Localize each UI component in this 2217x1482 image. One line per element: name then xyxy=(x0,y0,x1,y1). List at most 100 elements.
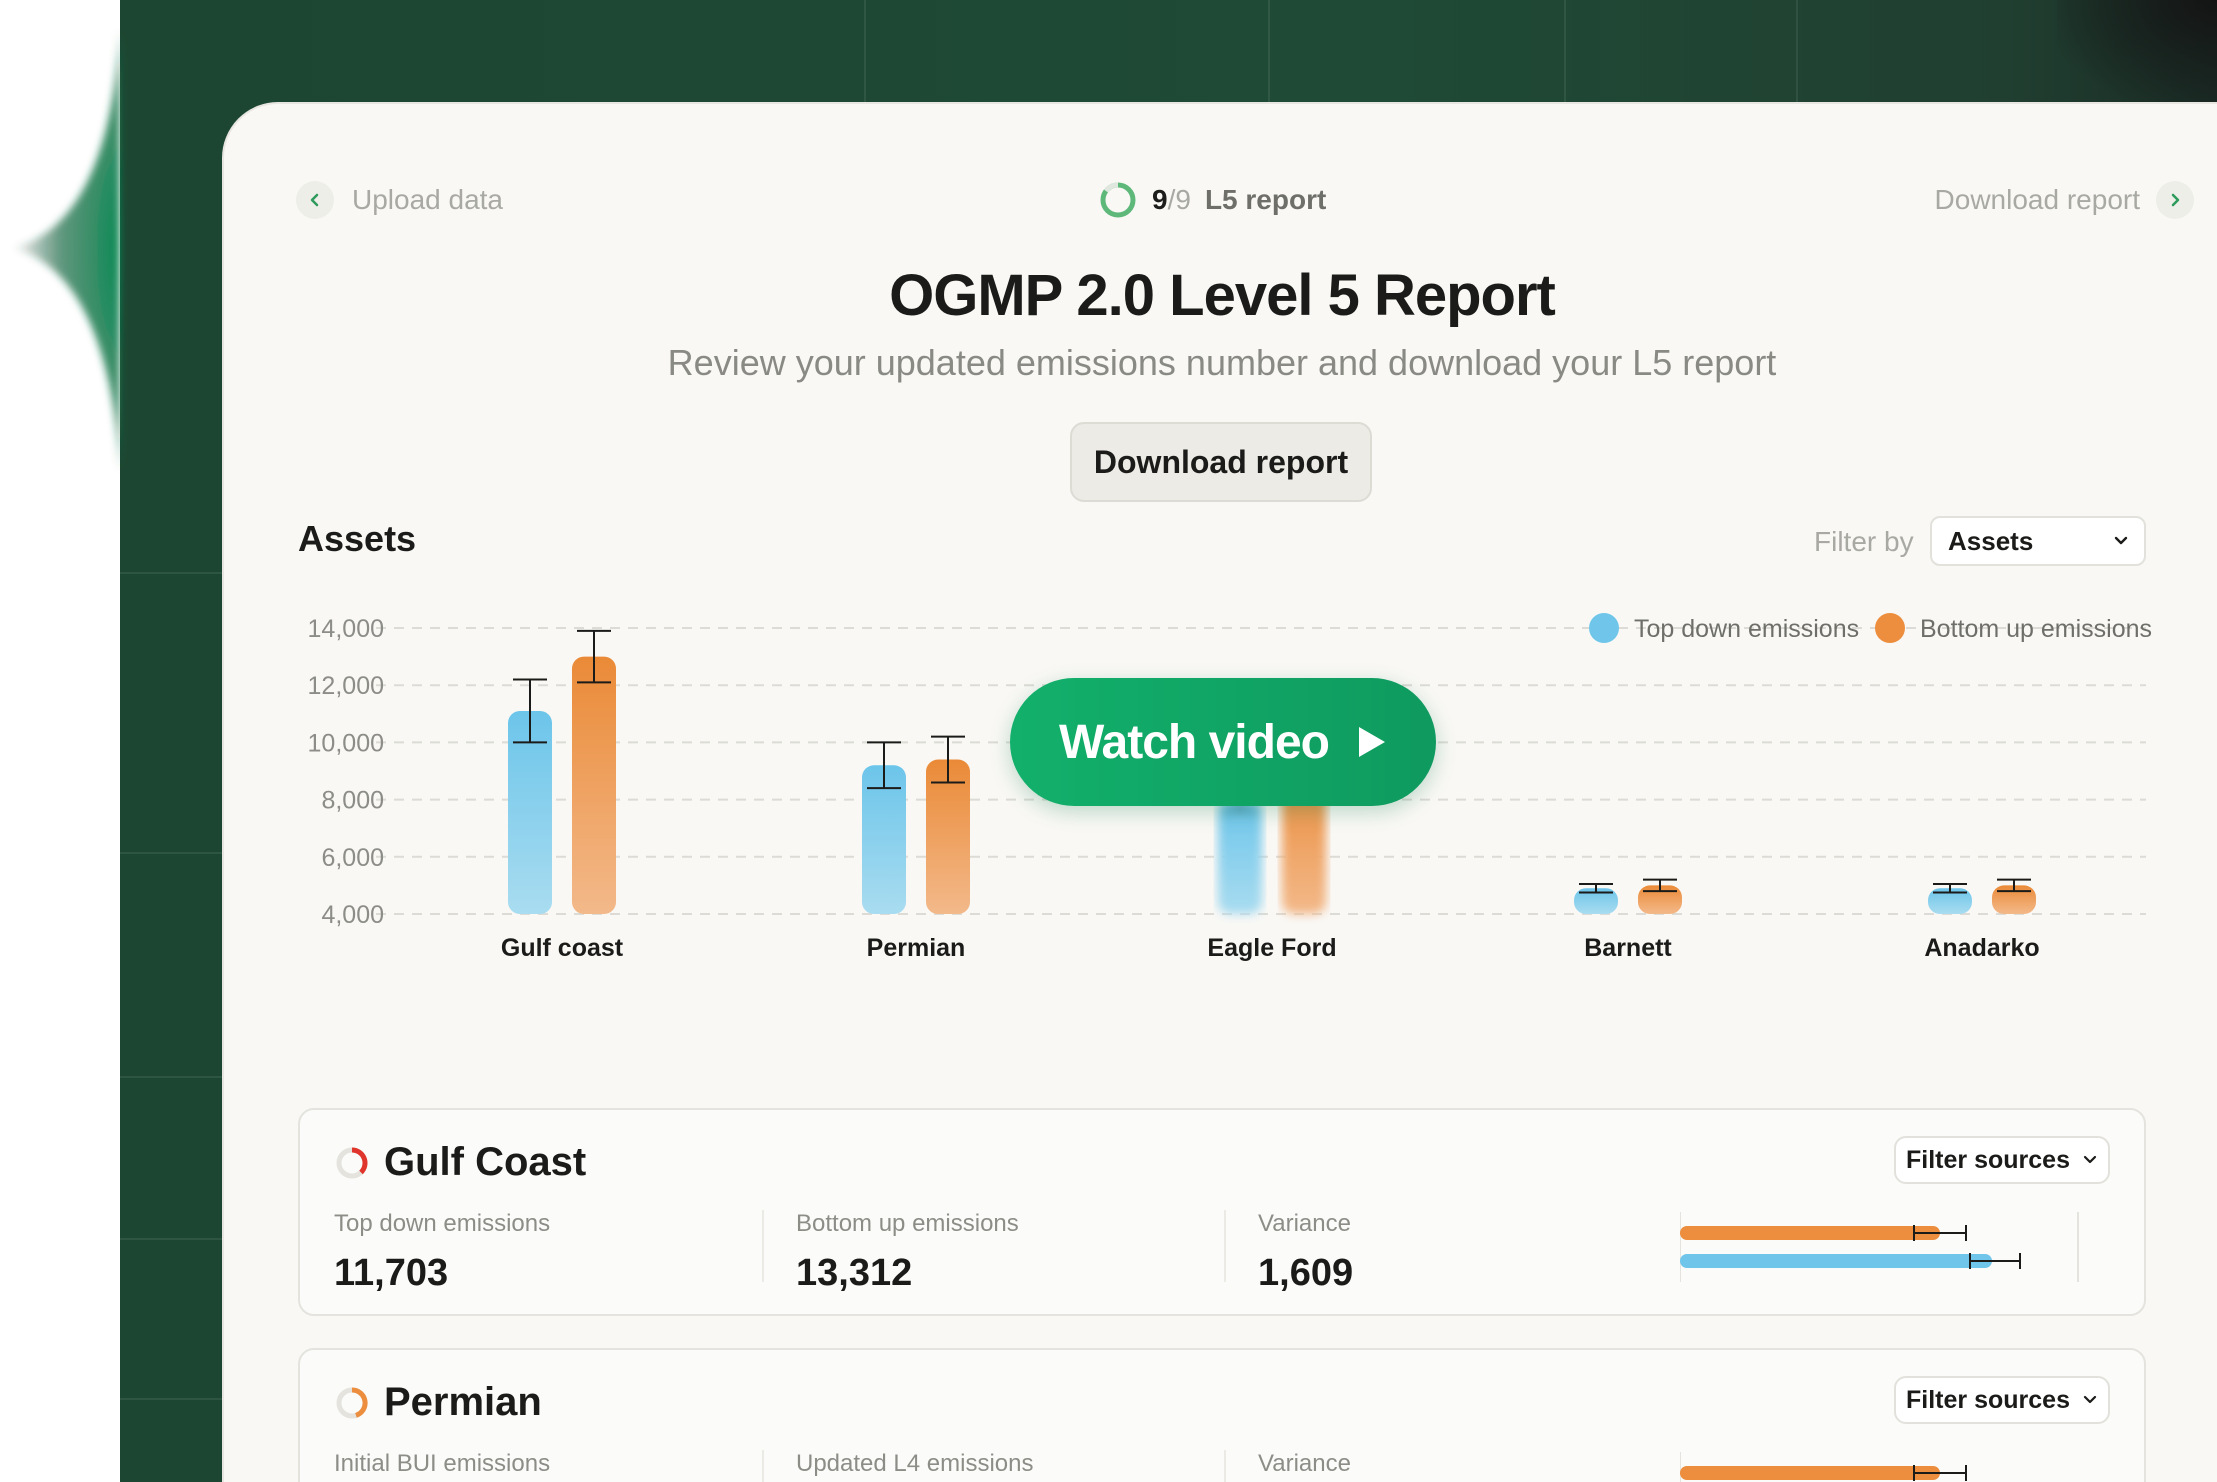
progress-ring-icon xyxy=(336,1146,368,1178)
x-category-label: Barnett xyxy=(1584,934,1672,962)
asset-name: Permian xyxy=(384,1380,542,1424)
error-bar xyxy=(1643,878,1677,893)
filter-sources-label: Filter sources xyxy=(1906,1385,2070,1414)
bottom-up-bar xyxy=(572,656,616,914)
metric-label: Variance xyxy=(1258,1450,1351,1477)
watch-video-button[interactable]: Watch video xyxy=(1010,678,1436,806)
legend-dot-icon xyxy=(1875,613,1905,643)
play-icon xyxy=(1358,727,1385,757)
y-tick-label: 8,000 xyxy=(321,787,384,815)
metric-label: Bottom up emissions xyxy=(796,1210,1019,1237)
assets-heading: Assets xyxy=(298,518,417,559)
metric-label: Updated L4 emissions xyxy=(796,1450,1034,1477)
error-bar xyxy=(867,741,901,790)
report-card: Upload data 9/9 L5 report Download repor… xyxy=(222,102,2217,1482)
ring-arc xyxy=(351,1386,368,1418)
metric-value: 1,609 xyxy=(1258,1252,1354,1294)
metric-variance: Variance 1,609 xyxy=(1258,1210,1353,1295)
upload-data-label: Upload data xyxy=(352,184,504,215)
ring-arc xyxy=(351,1146,368,1174)
mini-error-bar xyxy=(1913,1225,1967,1241)
filter-by-select[interactable]: Assets xyxy=(1930,516,2146,566)
bottom-up-bar-group xyxy=(1992,878,2036,914)
bottom-up-bar xyxy=(1638,885,1682,914)
top-down-bar xyxy=(1574,888,1618,914)
x-category-label: Anadarko xyxy=(1924,934,2039,962)
download-report-nav-label: Download report xyxy=(1934,184,2140,215)
progress-current: 9 xyxy=(1152,184,1168,215)
metric-label: Variance xyxy=(1258,1210,1351,1237)
metric-value: 13,312 xyxy=(796,1252,913,1294)
metric-initial-bui: Initial BUI emissions xyxy=(334,1450,550,1478)
chevron-down-icon xyxy=(2083,1395,2097,1404)
error-bar xyxy=(1997,878,2031,893)
top-down-bar-group xyxy=(508,678,552,914)
legend-label: Top down emissions xyxy=(1634,615,1859,643)
progress-separator: / xyxy=(1167,184,1176,215)
y-tick-label: 12,000 xyxy=(308,672,384,700)
watch-video-label: Watch video xyxy=(1059,715,1330,769)
page-title: OGMP 2.0 Level 5 Report xyxy=(889,263,1556,328)
asset-name: Gulf Coast xyxy=(384,1140,587,1184)
filter-sources-label: Filter sources xyxy=(1906,1145,2070,1174)
top-down-bar-group xyxy=(862,741,906,914)
bottom-up-bar-group xyxy=(1638,878,1682,914)
mini-bar-bottom-up xyxy=(1680,1226,1940,1240)
mini-bar-chart xyxy=(1680,1452,1967,1482)
asset-card-permian: Permian Filter sources Initial BUI emiss… xyxy=(298,1348,2146,1482)
metric-updated-l4: Updated L4 emissions xyxy=(796,1450,1033,1478)
legend-label: Bottom up emissions xyxy=(1920,615,2152,643)
y-tick-label: 10,000 xyxy=(308,729,384,757)
progress-ring-icon xyxy=(1100,182,1136,218)
error-bar xyxy=(577,629,611,684)
sparkle-decoration xyxy=(12,30,120,470)
metric-label: Top down emissions xyxy=(334,1210,551,1237)
metric-label: Initial BUI emissions xyxy=(334,1450,551,1477)
top-down-bar xyxy=(508,710,552,914)
progress-label: L5 report xyxy=(1204,184,1327,215)
top-down-bar-group xyxy=(1218,787,1262,914)
error-bar xyxy=(1933,882,1967,894)
error-bar xyxy=(513,678,547,744)
chevron-left-icon xyxy=(296,181,334,219)
upload-data-link[interactable]: Upload data xyxy=(296,178,503,222)
chevron-down-icon xyxy=(2083,1155,2097,1164)
mini-bar-chart xyxy=(1680,1212,2079,1282)
filter-sources-button[interactable]: Filter sources xyxy=(1894,1376,2110,1424)
metric-value: 11,703 xyxy=(334,1252,449,1294)
mini-error-bar xyxy=(1969,1253,2021,1269)
filter-by-value: Assets xyxy=(1948,525,2034,556)
top-down-bar xyxy=(862,765,906,914)
filter-by-label: Filter by xyxy=(1814,526,1914,557)
bottom-up-bar xyxy=(926,759,970,914)
mini-bar-top-down xyxy=(1680,1254,1992,1268)
error-bar xyxy=(931,735,965,784)
bottom-up-bar-group xyxy=(572,629,616,914)
x-category-label: Gulf coast xyxy=(501,934,624,962)
mini-bar-bottom-up xyxy=(1680,1466,1940,1480)
progress-indicator: 9/9 L5 report xyxy=(1098,178,1326,222)
chevron-down-icon xyxy=(2114,536,2128,545)
metric-variance: Variance xyxy=(1258,1450,1351,1478)
y-tick-label: 14,000 xyxy=(308,615,384,643)
asset-card-gulf-coast: Gulf Coast Filter sources Top down emiss… xyxy=(298,1108,2146,1316)
mini-error-bar xyxy=(1913,1465,1967,1481)
x-category-label: Permian xyxy=(867,934,966,962)
y-tick-label: 6,000 xyxy=(321,844,384,872)
error-bar xyxy=(1579,882,1613,894)
bottom-up-bar xyxy=(1992,885,2036,914)
filter-sources-button[interactable]: Filter sources xyxy=(1894,1136,2110,1184)
progress-ring-icon xyxy=(336,1386,368,1418)
legend-dot-icon xyxy=(1589,613,1619,643)
y-tick-label: 4,000 xyxy=(321,901,384,929)
top-down-bar-group xyxy=(1574,882,1618,914)
bottom-up-bar-group xyxy=(926,735,970,914)
emissions-bar-chart: 14,000 12,000 10,000 8,000 6,000 4,000 Gulf c… xyxy=(308,613,2152,962)
top-down-bar xyxy=(1218,799,1262,914)
metric-bottom-up: Bottom up emissions 13,312 xyxy=(796,1210,1019,1295)
page-subtitle: Review your updated emissions number and… xyxy=(667,342,1777,383)
metric-top-down: Top down emissions 11,703 xyxy=(334,1210,550,1295)
x-category-label: Eagle Ford xyxy=(1207,934,1336,962)
download-report-link[interactable]: Download report xyxy=(1935,178,2194,222)
download-report-button[interactable]: Download report xyxy=(1070,422,1372,502)
